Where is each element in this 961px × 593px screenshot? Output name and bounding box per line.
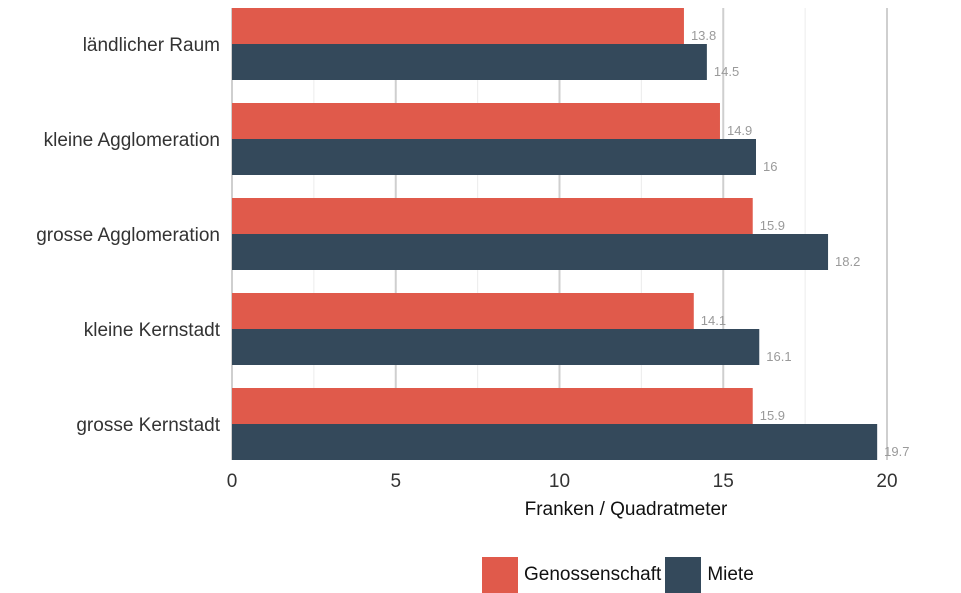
value-label-miete-kleine-agglomeration: 16 (763, 159, 777, 174)
category-label-grosse-kernstadt: grosse Kernstadt (76, 415, 220, 436)
x-tick-label: 20 (876, 471, 897, 492)
x-tick-label: 0 (227, 471, 238, 492)
category-label-grosse-agglomeration: grosse Agglomeration (36, 225, 220, 246)
bar-genossenschaft-ländlicher-raum (232, 8, 684, 44)
category-label-kleine-kernstadt: kleine Kernstadt (84, 320, 221, 341)
value-label-genossenschaft-kleine-agglomeration: 14.9 (727, 123, 752, 138)
category-label-ländlicher-raum: ländlicher Raum (83, 35, 220, 56)
value-labels: 13.8 14.5 14.9 16 15.9 18.2 14.1 16.1 15.9 19.7 (691, 28, 910, 459)
value-label-miete-ländlicher-raum: 14.5 (714, 64, 739, 79)
category-labels: ländlicher Raum kleine Agglomeration gross… (36, 35, 220, 436)
bar-genossenschaft-grosse-agglomeration (232, 198, 753, 234)
bar-genossenschaft-kleine-kernstadt (232, 293, 694, 329)
value-label-genossenschaft-grosse-kernstadt: 15.9 (760, 408, 785, 423)
legend-swatch-genossenschaft (482, 557, 518, 593)
value-label-genossenschaft-grosse-agglomeration: 15.9 (760, 218, 785, 233)
category-label-kleine-agglomeration: kleine Agglomeration (44, 130, 220, 151)
legend-label-genossenschaft: Genossenschaft (524, 564, 662, 585)
bar-genossenschaft-grosse-kernstadt (232, 388, 753, 424)
legend-swatch-miete (665, 557, 702, 593)
bar-miete-kleine-kernstadt (232, 329, 760, 365)
value-label-miete-grosse-agglomeration: 18.2 (835, 254, 860, 269)
bar-miete-kleine-agglomeration (232, 139, 756, 175)
legend-item-genossenschaft: Genossenschaft (482, 557, 665, 593)
legend-label-miete: Miete (707, 564, 754, 585)
value-label-genossenschaft-kleine-kernstadt: 14.1 (701, 313, 726, 328)
bar-miete-ländlicher-raum (232, 44, 707, 80)
x-tick-label: 5 (390, 471, 401, 492)
x-tick-label: 15 (713, 471, 734, 492)
bar-genossenschaft-kleine-agglomeration (232, 103, 720, 139)
bars (232, 8, 878, 460)
x-axis-title: Franken / Quadratmeter (525, 499, 728, 520)
legend: Genossenschaft Miete (482, 557, 758, 593)
x-tick-label: 10 (549, 471, 570, 492)
value-label-miete-kleine-kernstadt: 16.1 (766, 349, 791, 364)
x-tick-labels: 0 5 10 15 20 (227, 471, 898, 492)
legend-item-miete: Miete (665, 557, 757, 593)
value-label-miete-grosse-kernstadt: 19.7 (884, 444, 909, 459)
bar-miete-grosse-agglomeration (232, 234, 829, 270)
value-label-genossenschaft-ländlicher-raum: 13.8 (691, 28, 716, 43)
bar-miete-grosse-kernstadt (232, 424, 878, 460)
